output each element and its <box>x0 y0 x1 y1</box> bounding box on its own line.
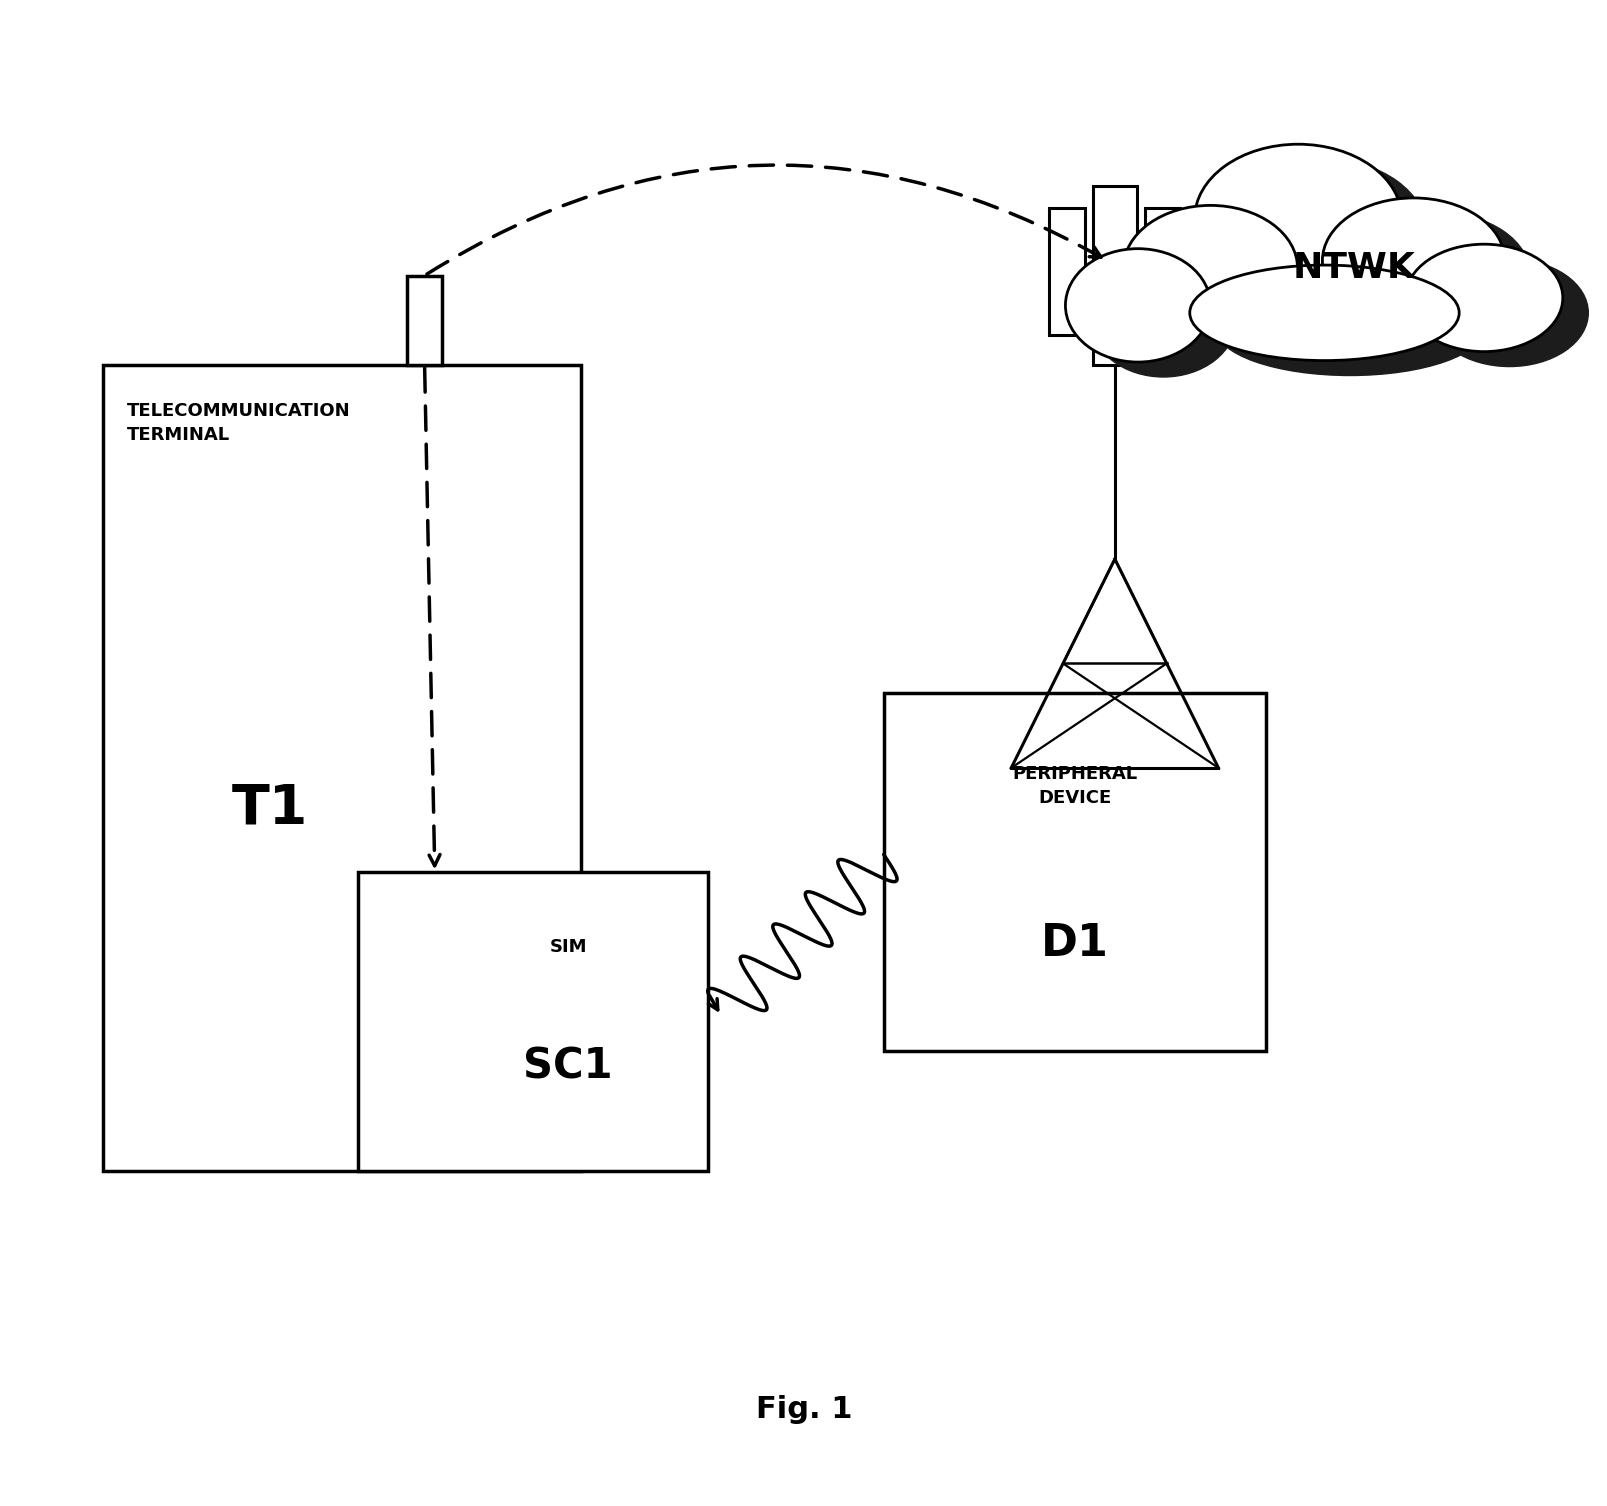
Bar <box>884 693 1265 1051</box>
Text: TELECOMMUNICATION
TERMINAL: TELECOMMUNICATION TERMINAL <box>127 402 350 444</box>
Ellipse shape <box>1065 248 1210 361</box>
Ellipse shape <box>1090 264 1236 376</box>
Text: D1: D1 <box>1040 923 1109 965</box>
Ellipse shape <box>1189 265 1458 360</box>
Text: NTWK: NTWK <box>1292 252 1414 285</box>
Text: Fig. 1: Fig. 1 <box>755 1395 852 1425</box>
Bar <box>357 872 709 1170</box>
Text: SC1: SC1 <box>522 1045 612 1087</box>
Ellipse shape <box>1149 220 1323 346</box>
Ellipse shape <box>1321 197 1504 324</box>
Text: T1: T1 <box>231 782 309 836</box>
Bar <box>1091 187 1136 364</box>
Ellipse shape <box>1220 160 1427 309</box>
Text: PERIPHERAL
DEVICE: PERIPHERAL DEVICE <box>1012 765 1136 807</box>
Bar <box>1049 208 1083 336</box>
Bar <box>407 276 442 364</box>
Ellipse shape <box>1123 205 1297 331</box>
Text: SIM: SIM <box>550 938 587 956</box>
Ellipse shape <box>1347 212 1530 339</box>
Bar <box>1144 208 1180 336</box>
Ellipse shape <box>1405 244 1562 351</box>
Ellipse shape <box>1194 145 1401 294</box>
Ellipse shape <box>1430 259 1588 366</box>
FancyArrowPatch shape <box>427 166 1101 274</box>
Bar <box>103 364 580 1170</box>
FancyArrowPatch shape <box>424 367 440 866</box>
Ellipse shape <box>1215 280 1483 375</box>
